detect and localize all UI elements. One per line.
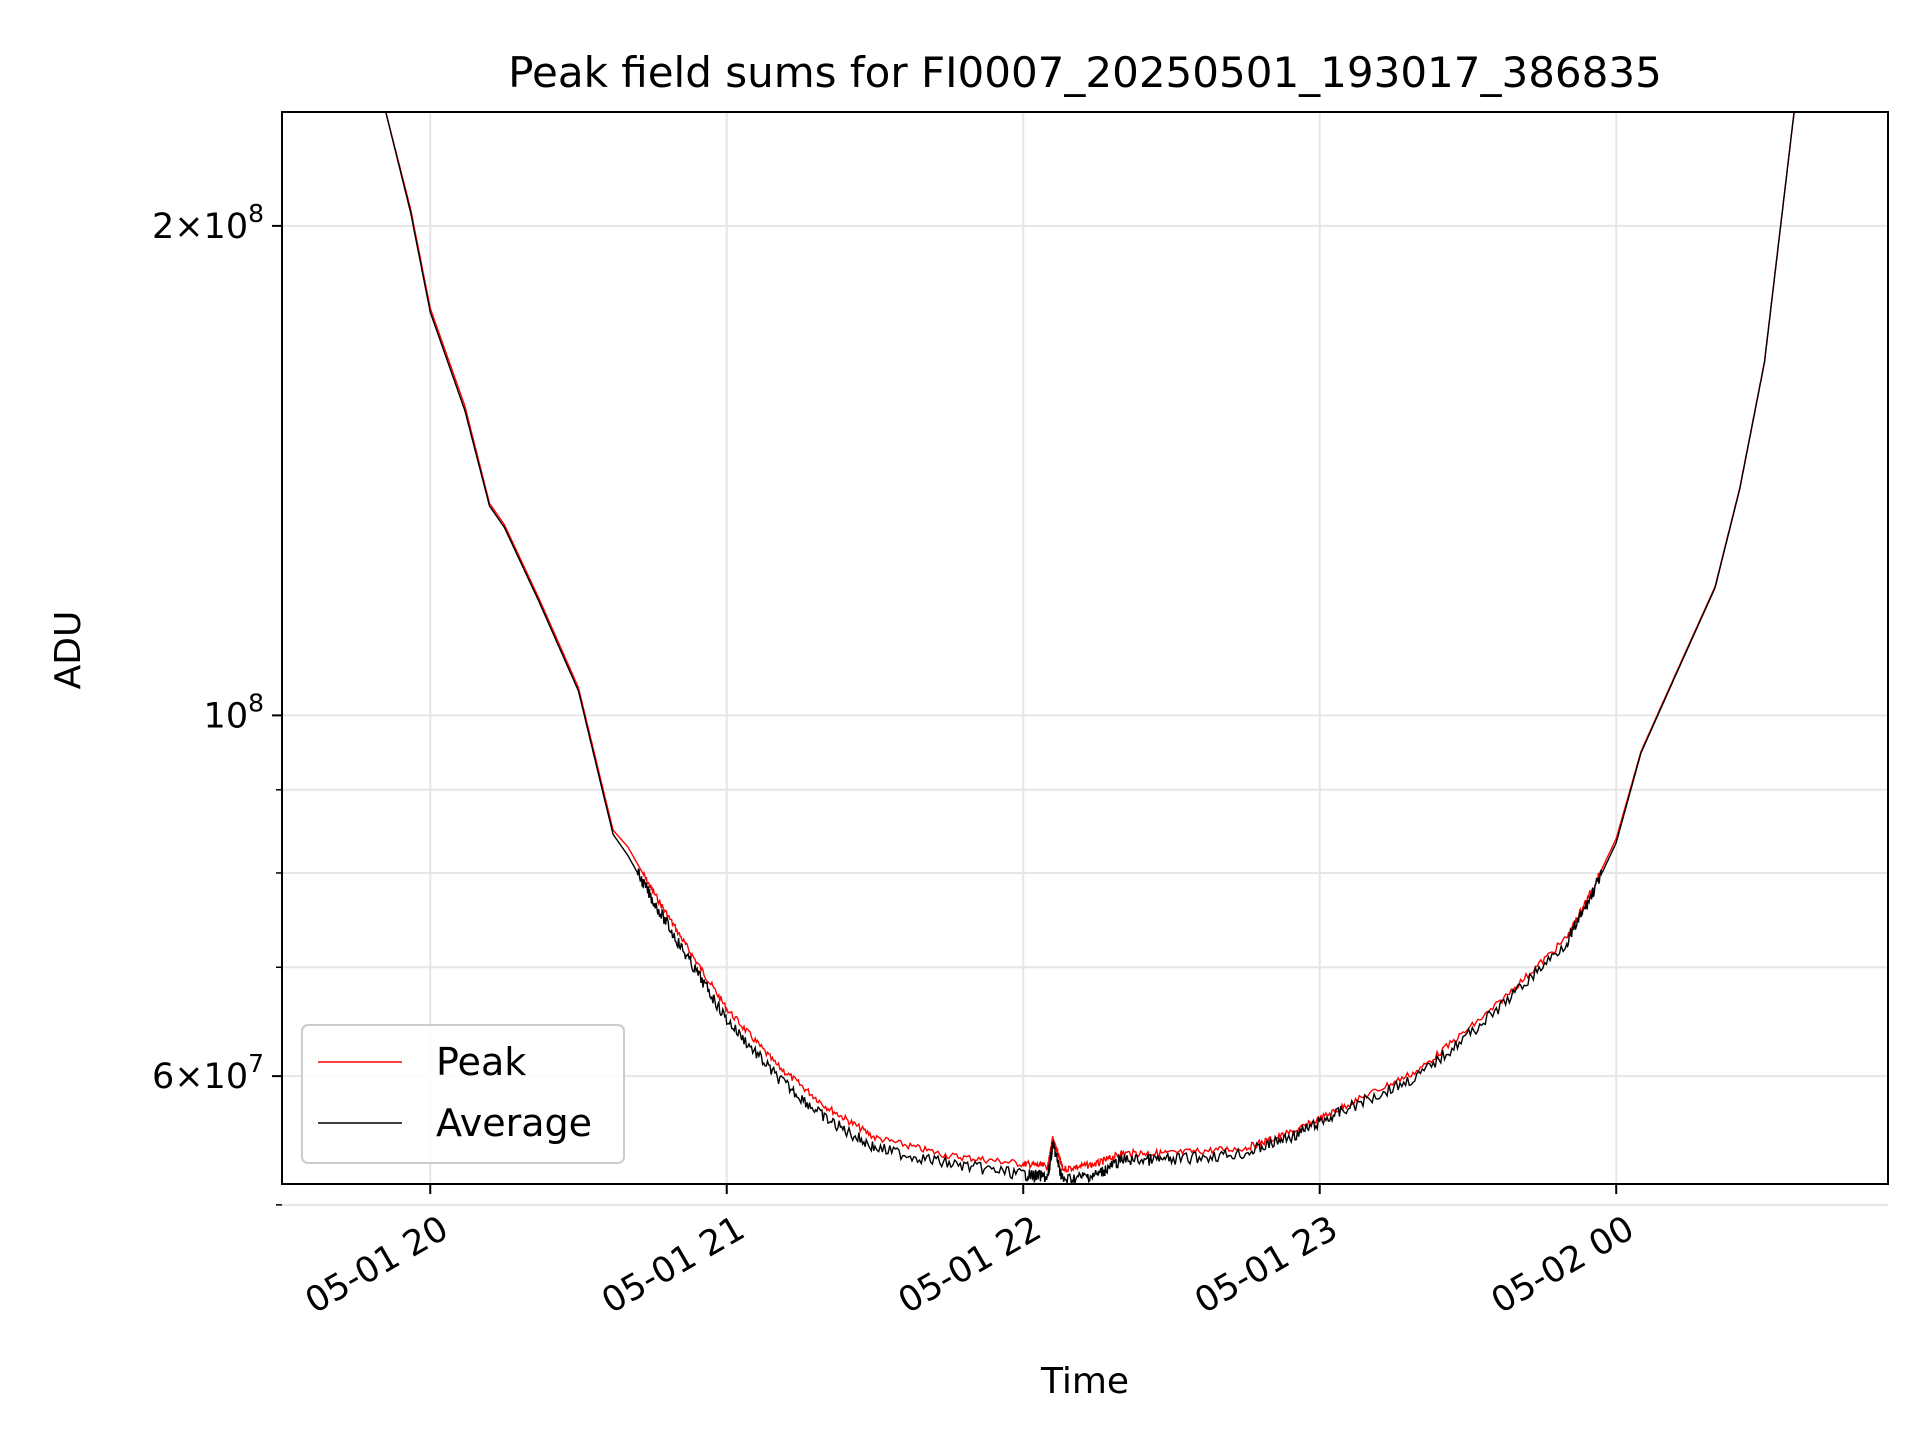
series-line-peak xyxy=(385,112,1795,1174)
x-tick-label: 05-01 23 xyxy=(1188,1209,1344,1322)
legend-label-average: Average xyxy=(436,1101,592,1145)
series-line-average xyxy=(385,112,1795,1184)
y-axis-label: ADU xyxy=(48,611,89,690)
chart-title: Peak field sums for FI0007_20250501_1930… xyxy=(508,48,1662,97)
x-tick-label: 05-02 00 xyxy=(1485,1209,1641,1322)
legend: Peak Average xyxy=(301,1024,625,1164)
legend-box xyxy=(301,1024,625,1164)
grid-lines xyxy=(282,112,1888,1206)
x-tick-label: 05-01 21 xyxy=(595,1209,751,1322)
series-layer xyxy=(385,112,1795,1184)
x-axis-label: Time xyxy=(1040,1361,1129,1402)
x-tick-label: 05-01 20 xyxy=(299,1209,455,1322)
y-tick-label: 2×108 xyxy=(152,199,264,247)
y-tick-label: 108 xyxy=(204,688,264,736)
y-tick-label: 6×107 xyxy=(152,1049,264,1097)
y-axis: 2×108 108 6×107 xyxy=(152,199,282,1206)
legend-label-peak: Peak xyxy=(436,1040,526,1084)
plot-frame xyxy=(281,111,1889,1185)
x-tick-label: 05-01 22 xyxy=(892,1209,1048,1322)
